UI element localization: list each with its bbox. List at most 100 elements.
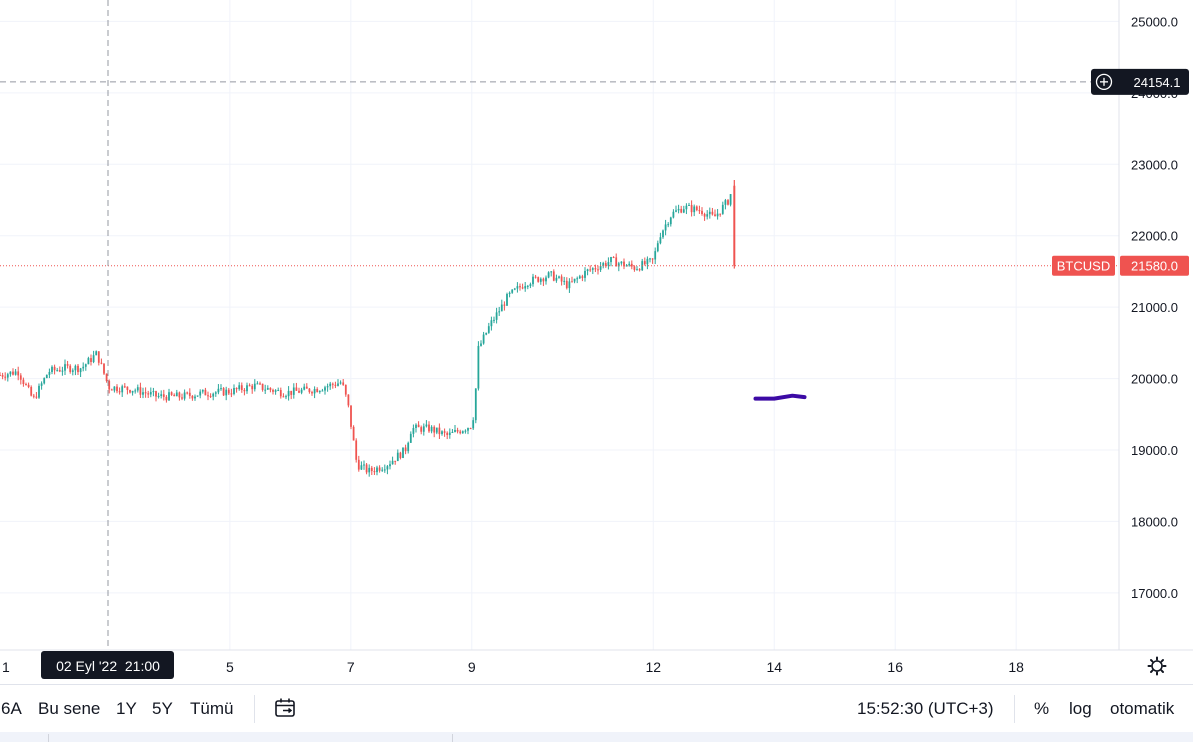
candle-body xyxy=(53,366,56,371)
candle-body xyxy=(279,390,282,397)
candle-body xyxy=(461,431,464,434)
candle-body xyxy=(727,200,729,205)
candle-body xyxy=(1,375,4,377)
candle-body xyxy=(594,268,597,270)
candle-body xyxy=(311,392,313,394)
candle-body xyxy=(313,388,316,394)
candle-body xyxy=(402,447,404,458)
candle-body xyxy=(285,396,287,398)
candle-body xyxy=(233,387,235,394)
candle-body xyxy=(259,383,261,385)
candle-body xyxy=(443,431,446,433)
candle-body xyxy=(680,208,683,213)
brush-stroke[interactable] xyxy=(753,393,807,401)
candle-body xyxy=(56,370,59,372)
candle-body xyxy=(464,430,467,432)
range-6m-button[interactable]: 6A xyxy=(1,699,22,718)
candle-body xyxy=(724,200,727,205)
crosshair-price-tag-bg xyxy=(1091,68,1189,95)
candle-body xyxy=(248,385,251,387)
candle-body xyxy=(110,389,113,391)
candle-body xyxy=(381,469,384,471)
candle-body xyxy=(373,471,376,473)
crosshair-price-label: 24154.1 xyxy=(1134,75,1181,90)
candle-body xyxy=(391,460,394,465)
candle-body xyxy=(204,389,207,396)
candle-body xyxy=(513,288,516,290)
range-all-button[interactable]: Tümü xyxy=(190,699,234,718)
candle-body xyxy=(477,345,480,389)
time-axis[interactable]: 5 7 9 12 14 16 18 1 xyxy=(2,659,1024,675)
candle-body xyxy=(581,276,584,278)
candle-body xyxy=(126,386,129,390)
candle-body xyxy=(222,388,225,396)
candle-body xyxy=(656,243,659,252)
candle-body xyxy=(9,371,12,375)
candle-body xyxy=(706,214,709,217)
candle-body xyxy=(118,391,121,393)
candle-body xyxy=(173,394,176,397)
candle-body xyxy=(597,269,599,271)
candle-body xyxy=(628,263,631,266)
candle-body xyxy=(344,384,347,395)
candle-body xyxy=(326,386,329,388)
candle-body xyxy=(591,268,594,270)
candle-body xyxy=(654,251,657,260)
candle-body xyxy=(305,386,308,389)
plus-circle-ring xyxy=(1095,73,1113,90)
candle-body xyxy=(664,224,667,231)
candle-body xyxy=(123,386,126,388)
candle-body xyxy=(131,390,134,393)
range-ytd-button[interactable]: Bu sene xyxy=(38,699,101,718)
candle-body xyxy=(500,304,503,312)
candle-body xyxy=(558,276,560,278)
range-1y-button[interactable]: 1Y xyxy=(116,699,137,718)
candle-body xyxy=(438,427,441,435)
percent-scale-button[interactable]: % xyxy=(1034,699,1050,718)
price-axis[interactable]: 25000.024000.023000.022000.021000.020000… xyxy=(1131,14,1178,600)
candle-body xyxy=(430,426,433,432)
symbol-tag-label: BTCUSD xyxy=(1057,259,1110,274)
candle-body xyxy=(524,286,527,289)
candle-body xyxy=(578,276,581,279)
candle-body xyxy=(508,292,511,294)
candle-body xyxy=(545,277,547,282)
candle-body xyxy=(584,270,586,278)
log-scale-button[interactable]: log xyxy=(1069,699,1092,718)
candle-body xyxy=(560,276,563,282)
clock-timezone-button[interactable]: 15:52:30 (UTC+3) xyxy=(857,699,994,718)
candle-body xyxy=(256,383,259,385)
candle-body xyxy=(495,312,498,320)
candle-body xyxy=(649,258,651,260)
time-tick-label: 14 xyxy=(766,659,782,675)
time-tick-label: 1 xyxy=(2,659,10,675)
candle-body xyxy=(103,363,105,374)
plus-circle-icon[interactable] xyxy=(1095,73,1113,90)
candle-body xyxy=(412,428,415,434)
candle-body xyxy=(643,261,646,265)
candle-body xyxy=(162,394,165,397)
candle-body xyxy=(66,364,69,366)
candle-body xyxy=(51,366,53,372)
candle-body xyxy=(4,376,7,378)
last-price-tag-bg xyxy=(1120,255,1189,276)
candle-body xyxy=(552,271,555,281)
candle-body xyxy=(160,394,163,396)
gear-icon[interactable] xyxy=(1147,656,1167,676)
candle-body xyxy=(116,386,118,392)
range-5y-button[interactable]: 5Y xyxy=(152,699,173,718)
calendar-range-icon[interactable] xyxy=(274,697,298,724)
candle-body xyxy=(6,374,9,378)
candle-body xyxy=(175,392,178,397)
auto-scale-button[interactable]: otomatik xyxy=(1110,699,1175,718)
candle-body xyxy=(425,424,428,427)
candle-body xyxy=(84,364,87,367)
brush-drawing[interactable] xyxy=(753,393,807,401)
candle-body xyxy=(186,392,189,394)
candle-body xyxy=(71,370,74,372)
candle-body xyxy=(347,394,350,406)
candle-body xyxy=(532,276,534,285)
candle-body xyxy=(539,278,542,282)
candle-body xyxy=(235,387,238,390)
